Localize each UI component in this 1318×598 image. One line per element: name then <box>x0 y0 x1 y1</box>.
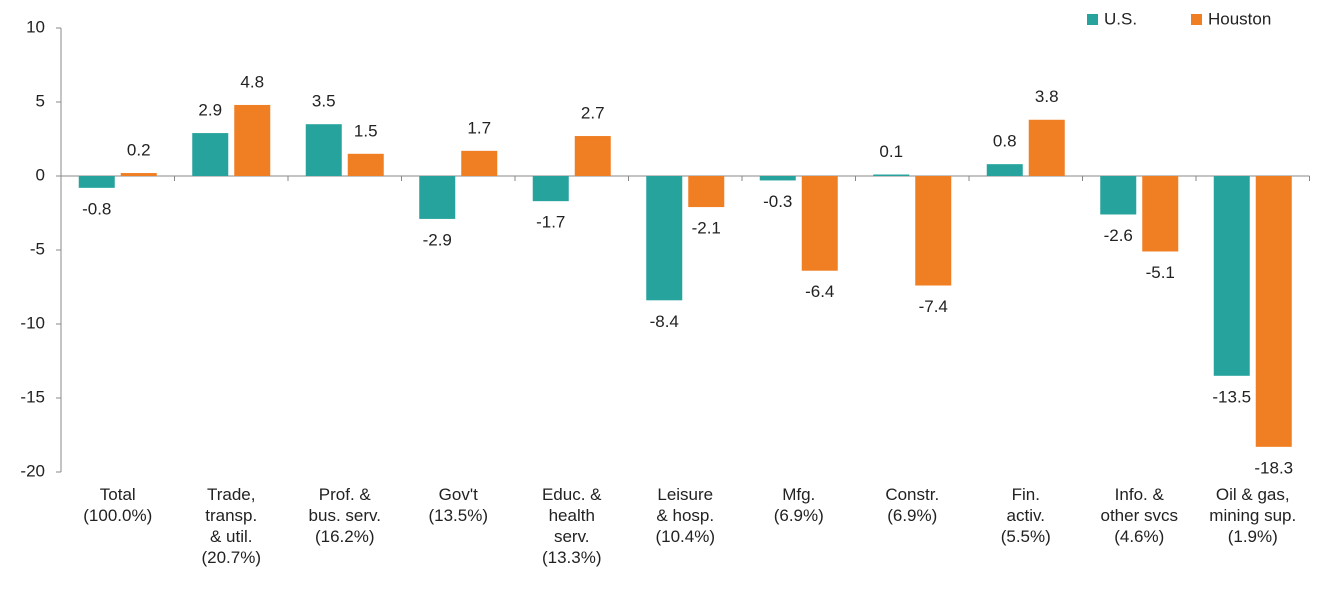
value-label: 4.8 <box>240 72 264 91</box>
value-label: -0.8 <box>82 199 111 218</box>
x-tick-label: Total (100.0%) <box>83 485 152 525</box>
bar <box>915 176 952 286</box>
x-tick-label: Info. & other svcs (4.6%) <box>1101 485 1178 546</box>
value-label: -6.4 <box>805 282 834 301</box>
value-label: 0.2 <box>127 141 151 160</box>
legend-label: U.S. <box>1104 9 1137 28</box>
bar <box>759 176 796 181</box>
legend-swatch <box>1087 14 1098 25</box>
bar <box>873 174 910 176</box>
x-tick-label: Gov't (13.5%) <box>428 485 488 525</box>
bar <box>1255 176 1292 447</box>
value-label: -7.4 <box>919 297 948 316</box>
value-label: -2.9 <box>423 230 452 249</box>
bar <box>1142 176 1179 252</box>
value-label: -5.1 <box>1146 263 1175 282</box>
bar <box>646 176 683 301</box>
x-tick-label: Mfg. (6.9%) <box>774 485 824 525</box>
y-tick-label: -20 <box>20 461 45 480</box>
value-label: -13.5 <box>1212 387 1251 406</box>
value-label: -1.7 <box>536 213 565 232</box>
bar <box>1100 176 1137 215</box>
x-tick-label: Prof. & bus. serv. (16.2%) <box>309 485 381 546</box>
value-label: 2.7 <box>581 104 605 123</box>
bar <box>347 153 384 176</box>
bar <box>532 176 569 202</box>
x-tick-label: Constr. (6.9%) <box>885 485 939 525</box>
value-label: 2.9 <box>198 101 222 120</box>
bar <box>234 104 271 176</box>
bar <box>461 150 498 176</box>
value-label: 1.5 <box>354 121 378 140</box>
value-label: 3.8 <box>1035 87 1059 106</box>
value-label: 0.1 <box>879 142 903 161</box>
x-tick-label: Trade, transp. & util. (20.7%) <box>201 485 261 567</box>
value-label: -0.3 <box>763 192 792 211</box>
bar <box>1028 119 1065 176</box>
value-label: 0.8 <box>993 132 1017 151</box>
value-label: -8.4 <box>650 312 679 331</box>
y-tick-label: 10 <box>26 17 45 36</box>
y-tick-label: 0 <box>36 165 45 184</box>
y-tick-label: -15 <box>20 387 45 406</box>
x-tick-label: Educ. & health serv. (13.3%) <box>542 485 602 567</box>
bar <box>688 176 725 208</box>
bar <box>192 133 229 176</box>
bar <box>419 176 456 219</box>
legend-swatch <box>1191 14 1202 25</box>
x-tick-label: Leisure & hosp. (10.4%) <box>655 485 715 546</box>
value-label: -18.3 <box>1254 458 1293 477</box>
y-tick-label: -10 <box>20 313 45 332</box>
bar <box>120 173 157 176</box>
value-label: 1.7 <box>467 118 491 137</box>
bar <box>1213 176 1250 376</box>
bar <box>78 176 115 188</box>
bar <box>574 136 611 176</box>
value-label: 3.5 <box>312 92 336 111</box>
value-label: -2.6 <box>1104 226 1133 245</box>
x-tick-label: Oil & gas, mining sup. (1.9%) <box>1209 485 1296 546</box>
y-tick-label: 5 <box>36 91 45 110</box>
bar <box>305 124 342 176</box>
legend-label: Houston <box>1208 9 1271 28</box>
value-label: -2.1 <box>692 219 721 238</box>
x-tick-label: Fin. activ. (5.5%) <box>1001 485 1051 546</box>
y-tick-label: -5 <box>30 239 45 258</box>
bar <box>986 164 1023 176</box>
bar <box>801 176 838 271</box>
